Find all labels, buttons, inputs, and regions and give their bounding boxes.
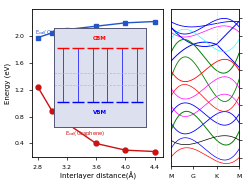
Y-axis label: Energy (eV): Energy (eV) [5,63,11,104]
Text: E$_{val}$(Graphene): E$_{val}$(Graphene) [65,129,106,138]
X-axis label: Interlayer distance(Å): Interlayer distance(Å) [60,172,136,180]
Text: E$_{val}$(C$_2$N): E$_{val}$(C$_2$N) [35,28,60,37]
Text: CBM: CBM [93,36,107,41]
Text: VBM: VBM [93,110,107,115]
